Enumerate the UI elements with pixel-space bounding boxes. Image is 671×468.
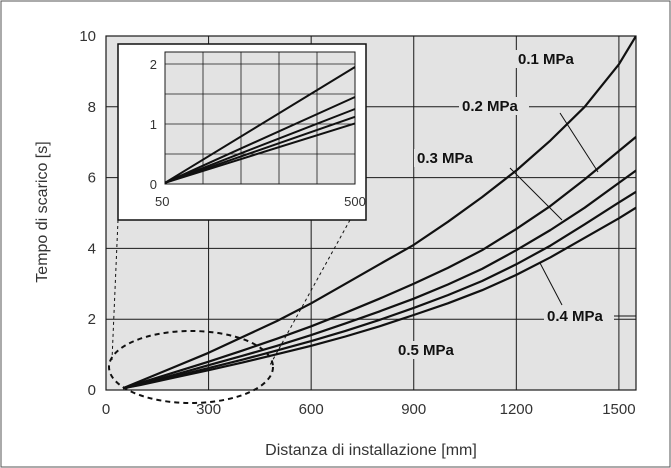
inset-y-tick-label: 0: [150, 177, 157, 192]
inset-series-line: [164, 122, 356, 184]
series-label: 0.5 MPa: [398, 342, 455, 359]
y-tick-labels: 0 2 4 6 8 10: [79, 28, 96, 399]
inset-series-line: [164, 96, 356, 184]
series-line-03: [122, 169, 636, 390]
label-background: [544, 307, 614, 325]
x-tick-label: 1500: [602, 401, 635, 418]
label-background: [459, 97, 529, 115]
x-tick-label: 900: [401, 401, 426, 418]
series-labels: 0.1 MPa 0.2 MPa 0.3 MPa 0.4 MPa 0.5 MPa: [395, 50, 636, 359]
label-background: [515, 50, 585, 68]
inset-chart: 0 1 2 50 500: [117, 43, 367, 221]
label-background: [395, 341, 465, 359]
series-label: 0.2 MPa: [462, 98, 519, 115]
y-tick-label: 6: [88, 170, 96, 187]
series-line-02: [122, 136, 636, 390]
zoom-guide-left: [111, 219, 119, 361]
y-tick-label: 8: [88, 99, 96, 116]
inset-y-tick-label: 1: [150, 117, 157, 132]
label-background: [414, 149, 484, 167]
series-line-04: [122, 190, 636, 390]
label-leader: [559, 112, 599, 173]
zoom-region-ellipse: [108, 330, 274, 404]
inset-plot-background: [164, 51, 356, 185]
label-leader: [539, 262, 563, 306]
y-tick-label: 10: [79, 28, 96, 45]
x-axis-title: Distanza di installazione [mm]: [265, 442, 477, 459]
annotations: [108, 219, 351, 404]
x-tick-labels: 0 300 600 900 1200 1500: [102, 401, 636, 418]
series-label: 0.4 MPa: [547, 308, 604, 325]
series-lines: [122, 36, 636, 390]
inset-series-line: [164, 108, 356, 184]
inset-series-line: [164, 66, 356, 184]
inset-y-tick-label: 2: [150, 57, 157, 72]
series-label: 0.3 MPa: [417, 150, 474, 167]
series-label: 0.1 MPa: [518, 51, 575, 68]
y-tick-label: 0: [88, 382, 96, 399]
x-tick-label: 300: [196, 401, 221, 418]
x-tick-label: 1200: [500, 401, 533, 418]
x-tick-label: 600: [299, 401, 324, 418]
y-tick-label: 2: [88, 311, 96, 328]
zoom-guide-right: [269, 219, 351, 366]
y-axis-title: Tempo di scarico [s]: [34, 141, 51, 282]
series-line-05: [122, 206, 636, 390]
inset-series-line: [164, 115, 356, 184]
y-tick-label: 4: [88, 240, 96, 257]
x-tick-label: 0: [102, 401, 110, 418]
inset-x-tick-label: 500: [344, 194, 366, 209]
label-leader: [509, 167, 563, 221]
series-line-01: [122, 36, 636, 390]
inset-x-tick-label: 50: [155, 194, 169, 209]
